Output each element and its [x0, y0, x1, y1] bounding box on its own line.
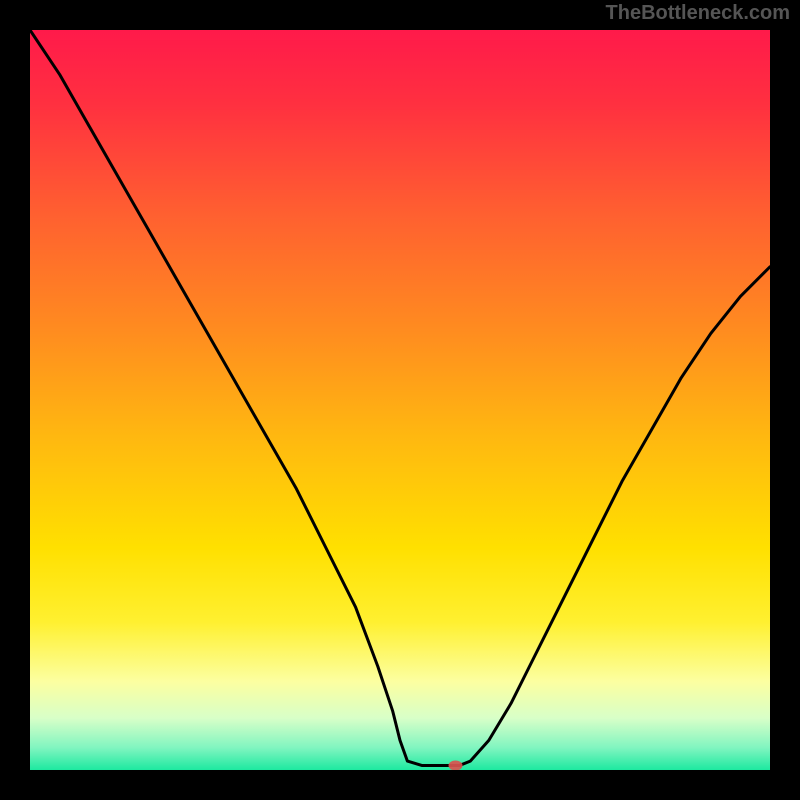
- plot-svg: [30, 30, 770, 770]
- gradient-background: [30, 30, 770, 770]
- chart-container: TheBottleneck.com: [0, 0, 800, 800]
- watermark-text: TheBottleneck.com: [606, 2, 790, 25]
